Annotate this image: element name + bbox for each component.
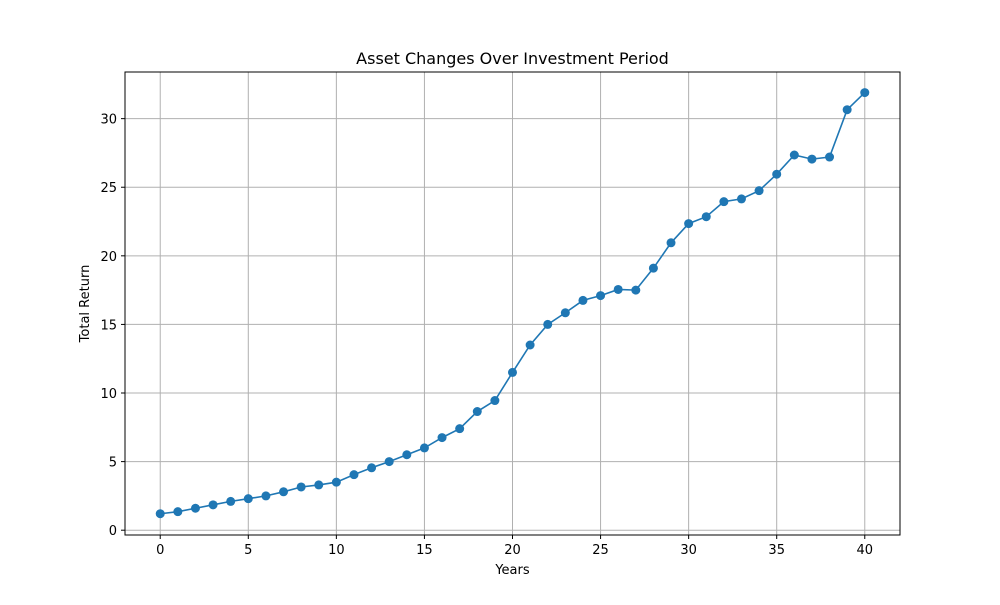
data-point (402, 450, 412, 460)
data-point (772, 169, 782, 179)
y-axis-label: Total Return (78, 265, 93, 344)
data-point (437, 433, 447, 443)
data-point (296, 482, 306, 492)
data-point (314, 480, 324, 490)
data-point (684, 219, 694, 229)
data-point (525, 340, 535, 350)
data-point (367, 463, 377, 473)
ticks-layer: 0 5 10 15 20 25 30 35 40 0 5 10 15 20 25 30 (100, 113, 873, 558)
data-point (578, 295, 588, 305)
data-point (736, 194, 746, 204)
series-layer (155, 88, 870, 519)
data-point (719, 197, 729, 207)
data-point (789, 150, 799, 160)
x-tick-label: 30 (680, 543, 697, 558)
grid (125, 72, 900, 535)
data-point (613, 284, 623, 294)
data-point (825, 152, 835, 162)
data-point (419, 443, 429, 453)
y-tick-label: 10 (100, 387, 117, 402)
x-tick-label: 0 (156, 543, 164, 558)
data-point (666, 238, 676, 248)
data-point (208, 500, 218, 510)
y-tick-label: 25 (100, 181, 117, 196)
y-tick-label: 5 (109, 456, 117, 471)
data-point (648, 263, 658, 273)
data-point (472, 407, 482, 417)
y-tick-label: 20 (100, 250, 117, 265)
y-tick-label: 30 (100, 113, 117, 128)
x-tick-label: 35 (768, 543, 785, 558)
x-tick-label: 10 (328, 543, 345, 558)
data-point (173, 507, 183, 517)
data-point (190, 503, 200, 513)
data-point (754, 186, 764, 196)
chart-title: Asset Changes Over Investment Period (356, 49, 669, 68)
x-tick-label: 25 (592, 543, 609, 558)
data-point (842, 105, 852, 115)
x-tick-label: 20 (504, 543, 521, 558)
data-point (508, 367, 517, 377)
x-tick-label: 5 (244, 543, 252, 558)
x-tick-label: 15 (416, 543, 433, 558)
data-point (279, 487, 289, 497)
data-point (543, 319, 553, 329)
data-point (631, 285, 641, 295)
data-point (331, 477, 341, 487)
data-point (226, 496, 236, 506)
data-point (560, 308, 570, 318)
data-point (455, 424, 465, 434)
data-point (490, 396, 500, 406)
data-point (243, 494, 253, 504)
y-tick-label: 0 (109, 524, 117, 539)
data-point (701, 212, 711, 222)
x-tick-label: 40 (856, 543, 873, 558)
data-point (384, 457, 394, 467)
y-tick-label: 15 (100, 318, 117, 333)
data-point (860, 88, 870, 98)
data-point (807, 154, 817, 164)
data-point (349, 470, 359, 480)
data-point (261, 491, 271, 501)
data-point (155, 509, 165, 519)
x-axis-label: Years (494, 563, 530, 578)
data-point (596, 291, 606, 301)
